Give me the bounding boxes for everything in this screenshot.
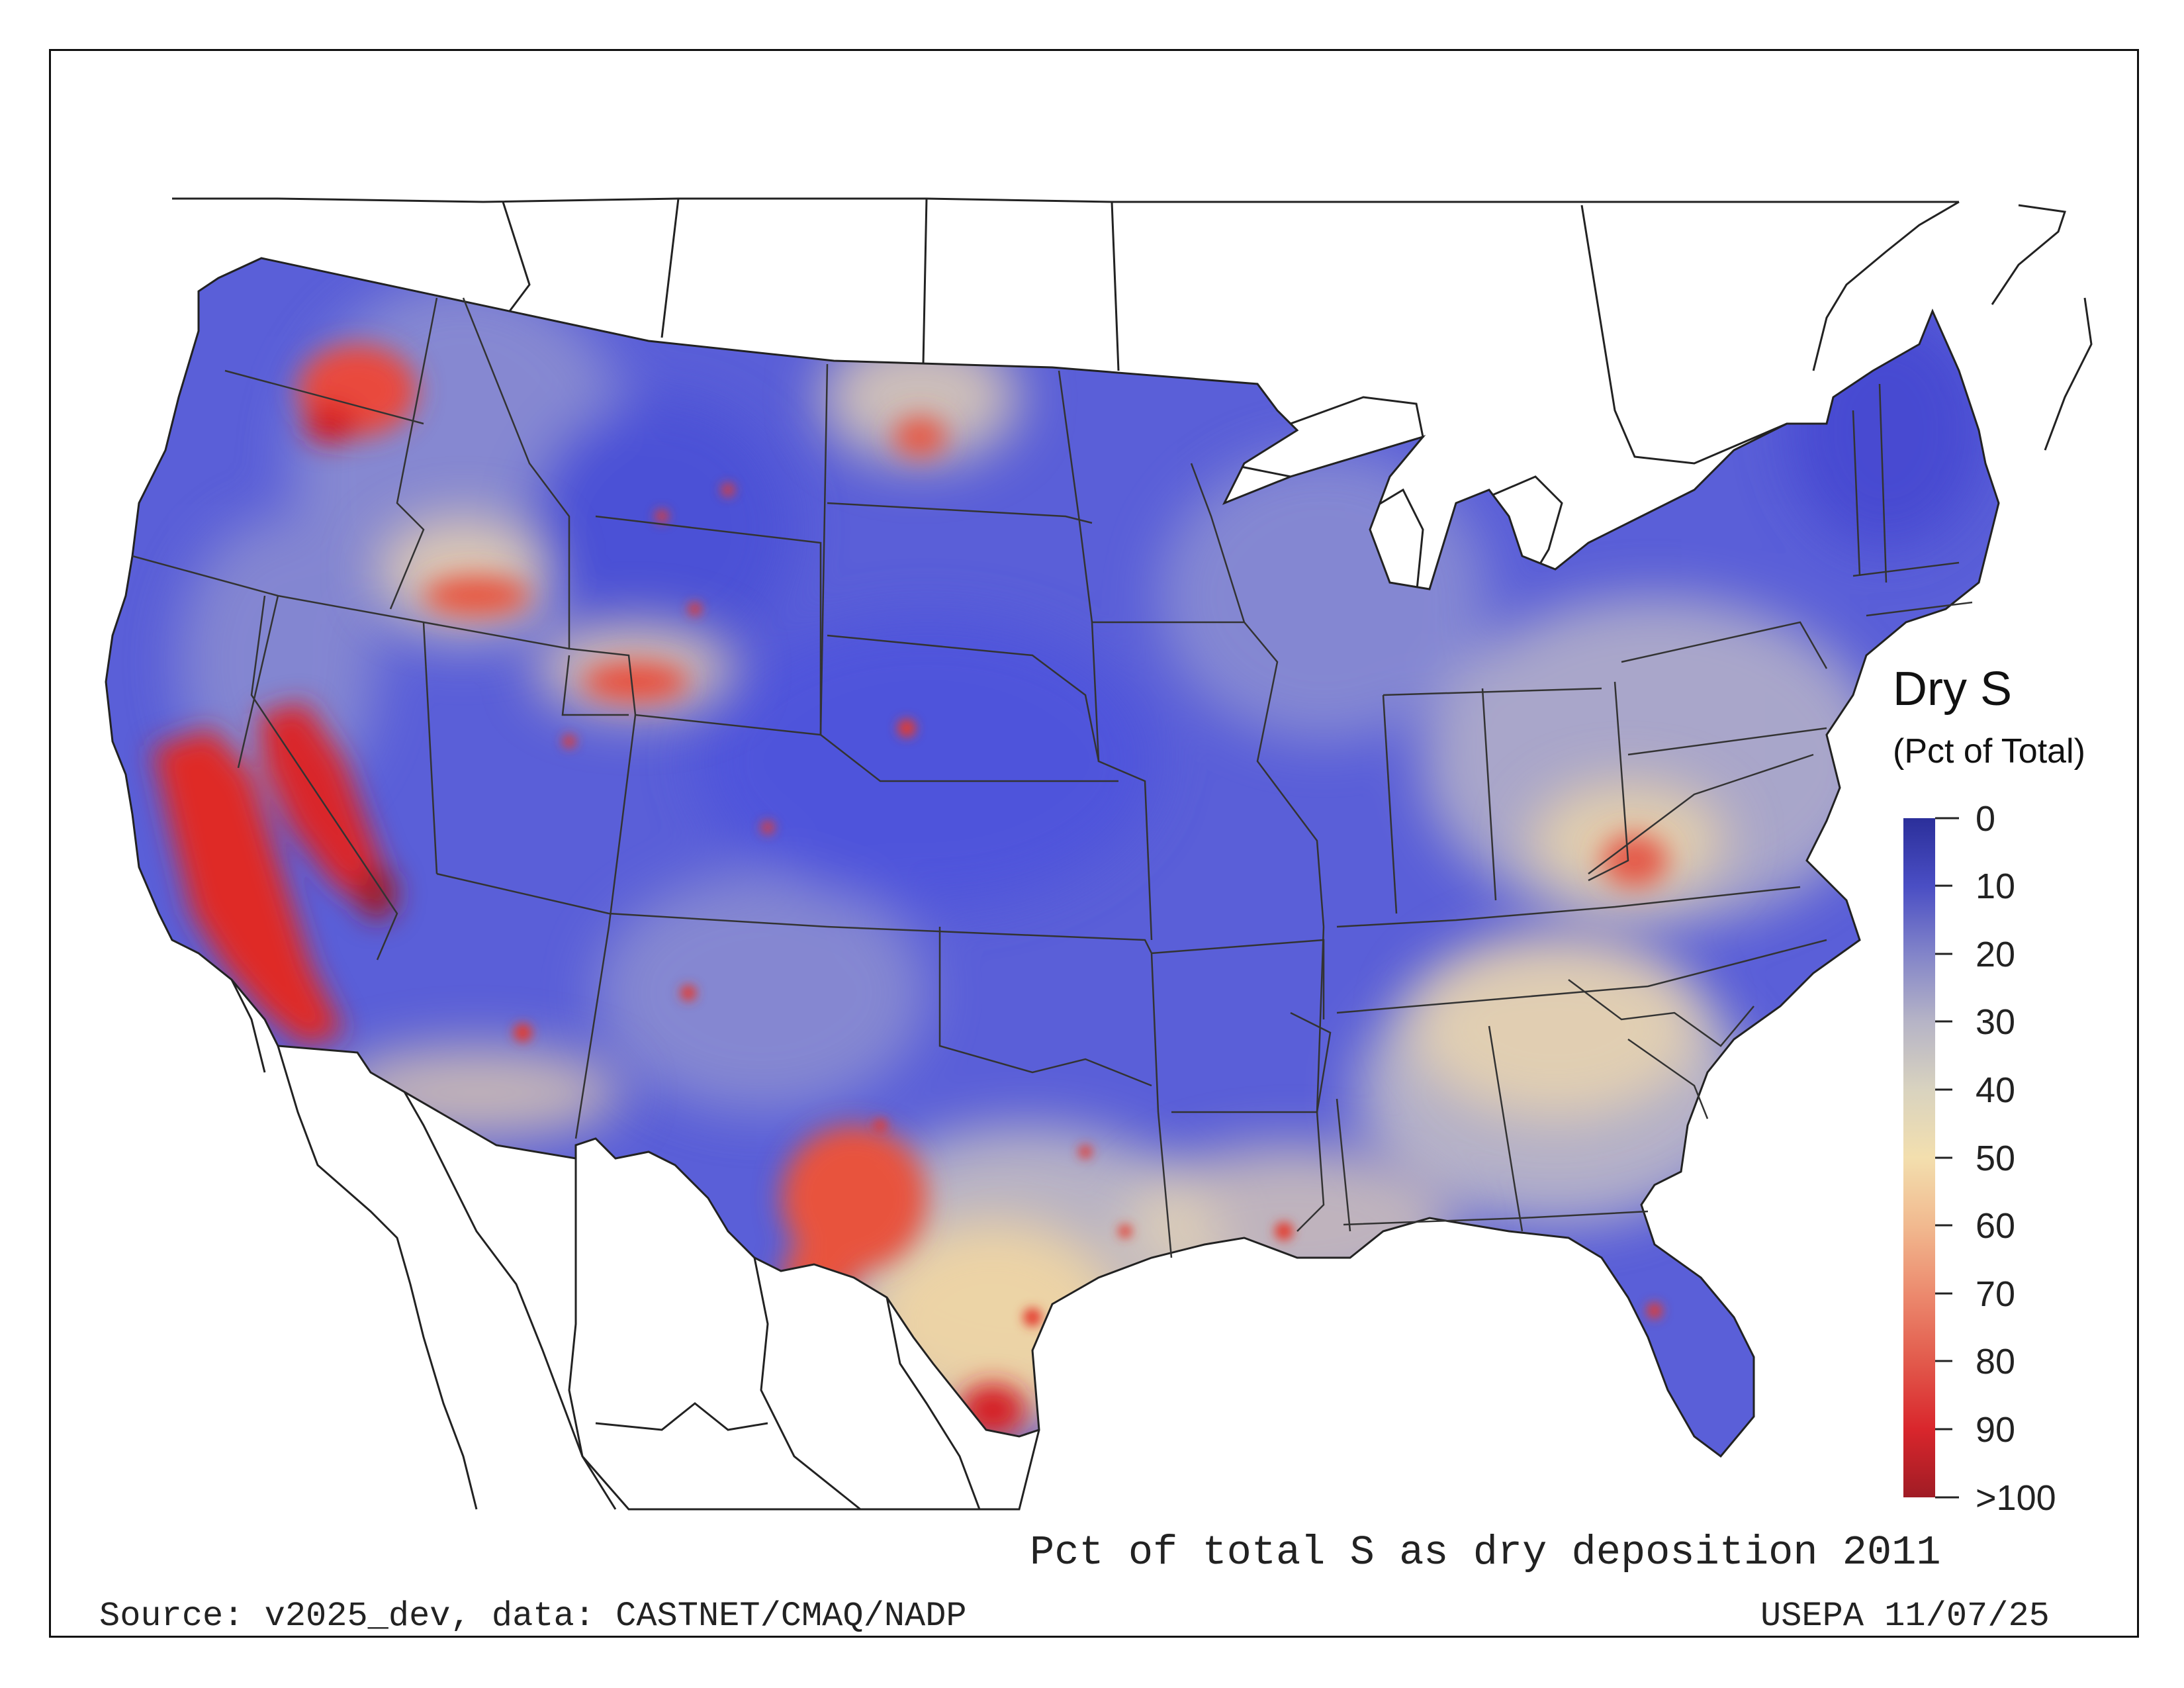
legend-tick-60: 60 bbox=[1976, 1206, 2016, 1246]
legend-tick-30: 30 bbox=[1976, 1002, 2016, 1042]
source-caption: Source: v2025_dev, data: CASTNET/CMAQ/NA… bbox=[99, 1597, 967, 1636]
legend-tick-0: 0 bbox=[1976, 799, 1996, 839]
map-caption: Pct of total S as dry deposition 2011 bbox=[1030, 1529, 1941, 1576]
legend-tick-90: 90 bbox=[1976, 1410, 2016, 1450]
legend-tick-50: 50 bbox=[1976, 1139, 2016, 1178]
legend-title: Dry S bbox=[1893, 663, 2012, 716]
state-borders bbox=[132, 297, 1973, 1258]
legend-tick-20: 20 bbox=[1976, 935, 2016, 974]
legend-tick-80: 80 bbox=[1976, 1342, 2016, 1382]
legend-tick-40: 40 bbox=[1976, 1070, 2016, 1110]
neighbor-borders bbox=[172, 197, 2093, 1511]
legend-colorbar bbox=[1903, 817, 1959, 1499]
map-frame bbox=[49, 49, 2139, 1638]
legend-subtitle: (Pct of Total) bbox=[1893, 732, 2085, 771]
legend-tick-70: 70 bbox=[1976, 1274, 2016, 1314]
legend-tick-10: 10 bbox=[1976, 867, 2016, 906]
legend-tick-100: >100 bbox=[1976, 1478, 2056, 1518]
date-caption: USEPA 11/07/25 bbox=[1760, 1597, 2050, 1636]
